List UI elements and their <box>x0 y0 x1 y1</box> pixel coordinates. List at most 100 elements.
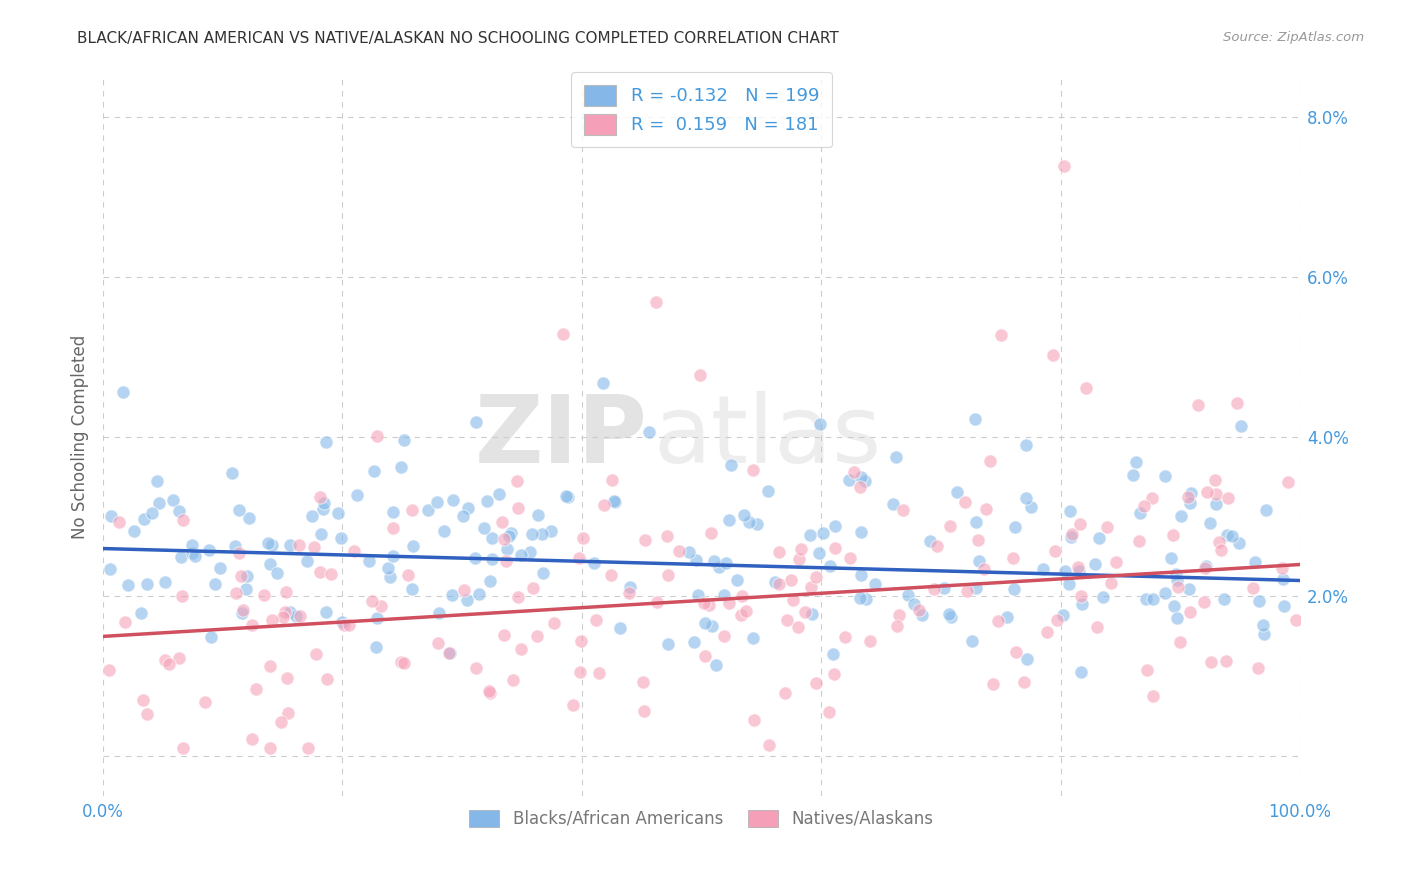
Point <box>603 494 626 508</box>
Point <box>357 554 380 568</box>
Point <box>633 533 655 547</box>
Point <box>1220 529 1243 543</box>
Point <box>1129 506 1152 520</box>
Point <box>720 458 742 472</box>
Point <box>153 575 176 590</box>
Point <box>270 715 292 730</box>
Point <box>1204 473 1226 487</box>
Point <box>657 529 679 543</box>
Point <box>305 647 328 661</box>
Point <box>1194 561 1216 575</box>
Point <box>1067 564 1090 578</box>
Point <box>801 607 824 621</box>
Point <box>346 487 368 501</box>
Point <box>714 556 737 570</box>
Point <box>849 479 872 493</box>
Point <box>945 484 967 499</box>
Point <box>1227 536 1250 550</box>
Point <box>245 681 267 696</box>
Point <box>1059 577 1081 591</box>
Point <box>939 610 962 624</box>
Point <box>1059 504 1081 518</box>
Point <box>593 498 616 512</box>
Point <box>1205 497 1227 511</box>
Point <box>1085 620 1108 634</box>
Point <box>903 597 925 611</box>
Point <box>260 613 283 627</box>
Point <box>100 508 122 523</box>
Point <box>925 539 948 553</box>
Point <box>1161 528 1184 542</box>
Point <box>555 489 578 503</box>
Point <box>225 586 247 600</box>
Point <box>506 475 529 489</box>
Point <box>1167 580 1189 594</box>
Point <box>439 646 461 660</box>
Point <box>657 568 679 582</box>
Point <box>506 500 529 515</box>
Point <box>592 376 614 390</box>
Point <box>572 531 595 545</box>
Point <box>818 558 841 573</box>
Point <box>309 566 332 580</box>
Point <box>1285 613 1308 627</box>
Point <box>1012 675 1035 690</box>
Point <box>316 672 339 686</box>
Point <box>700 619 723 633</box>
Point <box>938 607 960 621</box>
Point <box>938 518 960 533</box>
Point <box>1015 438 1038 452</box>
Point <box>1271 561 1294 575</box>
Point <box>966 533 988 548</box>
Point <box>818 705 841 719</box>
Point <box>1095 520 1118 534</box>
Point <box>707 559 730 574</box>
Point <box>157 657 180 671</box>
Point <box>337 618 360 632</box>
Point <box>146 474 169 488</box>
Point <box>1195 558 1218 573</box>
Point <box>599 568 621 582</box>
Point <box>884 450 907 464</box>
Point <box>1197 485 1219 500</box>
Point <box>824 541 846 555</box>
Point <box>172 513 194 527</box>
Point <box>315 435 337 450</box>
Point <box>457 501 479 516</box>
Point <box>956 584 979 599</box>
Point <box>366 429 388 443</box>
Point <box>853 474 876 488</box>
Point <box>401 582 423 596</box>
Point <box>465 661 488 675</box>
Point <box>117 578 139 592</box>
Point <box>1105 555 1128 569</box>
Point <box>468 586 491 600</box>
Point <box>167 504 190 518</box>
Point <box>725 573 748 587</box>
Point <box>437 646 460 660</box>
Point <box>1062 527 1084 541</box>
Point <box>370 599 392 613</box>
Point <box>271 610 294 624</box>
Point <box>1272 599 1295 613</box>
Point <box>153 652 176 666</box>
Point <box>735 604 758 618</box>
Point <box>683 634 706 648</box>
Point <box>134 512 156 526</box>
Point <box>1230 418 1253 433</box>
Point <box>685 553 707 567</box>
Point <box>551 326 574 341</box>
Point <box>1070 665 1092 680</box>
Point <box>456 592 478 607</box>
Point <box>891 503 914 517</box>
Point <box>896 588 918 602</box>
Point <box>510 549 533 563</box>
Point <box>278 605 301 619</box>
Point <box>253 588 276 602</box>
Point <box>1213 592 1236 607</box>
Point <box>787 552 810 566</box>
Point <box>1069 517 1091 532</box>
Point <box>756 484 779 499</box>
Point <box>329 531 352 545</box>
Point <box>1070 589 1092 603</box>
